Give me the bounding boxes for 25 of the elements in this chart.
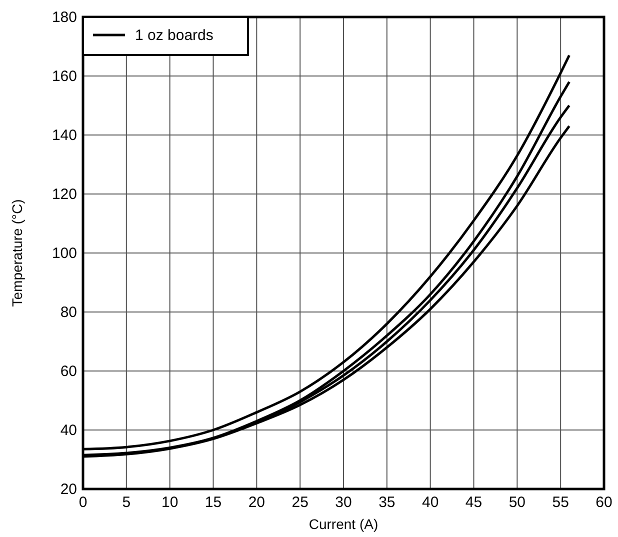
y-tick-label: 40	[60, 422, 77, 439]
y-tick-label: 20	[60, 481, 77, 498]
y-tick-label: 60	[60, 363, 77, 380]
x-tick-label: 40	[422, 494, 439, 511]
y-tick-label: 80	[60, 304, 77, 321]
x-tick-label: 30	[335, 494, 352, 511]
y-tick-label: 180	[52, 9, 77, 26]
y-tick-label: 120	[52, 186, 77, 203]
legend-label: 1 oz boards	[135, 27, 214, 44]
x-tick-label: 60	[596, 494, 612, 511]
x-tick-label: 35	[378, 494, 396, 511]
x-tick-label: 55	[552, 494, 569, 511]
x-tick-label: 0	[78, 494, 88, 511]
x-tick-label: 20	[248, 494, 266, 511]
x-tick-label: 45	[465, 494, 482, 511]
y-tick-label: 100	[52, 245, 77, 262]
y-tick-label: 160	[52, 68, 77, 85]
y-axis-title: Temperature (°C)	[9, 199, 25, 307]
x-tick-label: 5	[122, 494, 131, 511]
x-tick-label: 50	[508, 494, 526, 511]
x-tick-label: 10	[161, 494, 178, 511]
x-tick-label: 15	[204, 494, 222, 511]
x-axis-title: Current (A)	[308, 516, 378, 532]
x-tick-label: 25	[292, 494, 308, 511]
y-tick-label: 140	[52, 127, 77, 144]
